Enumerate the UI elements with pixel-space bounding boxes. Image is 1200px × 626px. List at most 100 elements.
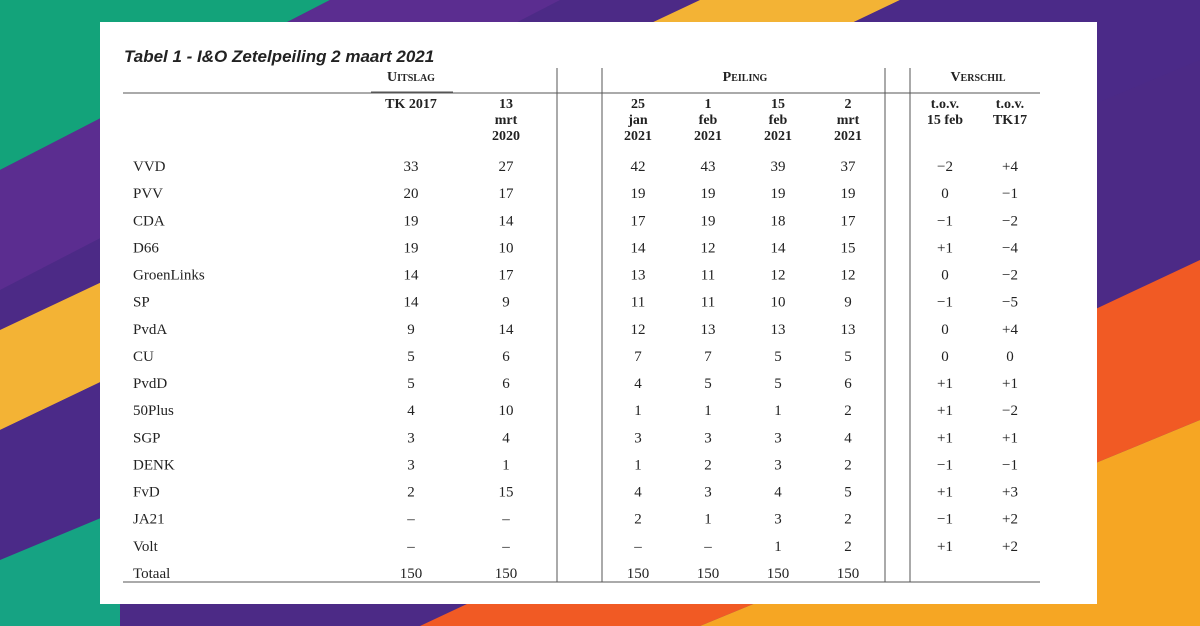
cell: 18 xyxy=(771,213,786,229)
cell: 6 xyxy=(844,376,852,392)
cell: 2 xyxy=(844,539,852,555)
cell: −2 xyxy=(1002,403,1018,419)
cell: – xyxy=(501,512,510,528)
cell: 3 xyxy=(774,430,782,446)
cell: 12 xyxy=(631,322,646,338)
cell: 13 xyxy=(701,322,716,338)
party-name: PvdA xyxy=(133,322,167,338)
cell: 10 xyxy=(771,295,786,311)
table-title: Tabel 1 - I&O Zetelpeiling 2 maart 2021 xyxy=(124,47,434,66)
cell: 14 xyxy=(499,213,515,229)
cell: 5 xyxy=(774,376,782,392)
cell: 17 xyxy=(499,186,515,202)
cell: 17 xyxy=(631,213,647,229)
party-name: VVD xyxy=(133,159,166,175)
cell: 5 xyxy=(704,376,712,392)
cell: −1 xyxy=(1002,457,1018,473)
cell: 43 xyxy=(701,159,716,175)
cell: 1 xyxy=(704,403,712,419)
group-header: Verschil xyxy=(950,70,1005,85)
cell: +4 xyxy=(1002,159,1018,175)
cell: 0 xyxy=(941,322,949,338)
column-header: 2021 xyxy=(764,129,792,144)
party-name: 50Plus xyxy=(133,403,174,419)
column-header: 1 xyxy=(705,97,712,112)
cell: 2 xyxy=(844,457,852,473)
cell: −1 xyxy=(937,512,953,528)
cell: 3 xyxy=(407,457,415,473)
cell: 4 xyxy=(844,430,852,446)
party-name: CU xyxy=(133,349,154,365)
cell: 3 xyxy=(407,430,415,446)
party-name: Totaal xyxy=(133,566,170,582)
cell: 13 xyxy=(771,322,786,338)
cell: 3 xyxy=(774,457,782,473)
column-header: 2021 xyxy=(834,129,862,144)
cell: 11 xyxy=(701,268,715,284)
cell: 1 xyxy=(704,512,712,528)
column-header: TK17 xyxy=(993,113,1027,128)
cell: +1 xyxy=(937,240,953,256)
cell: 5 xyxy=(407,376,415,392)
party-name: D66 xyxy=(133,240,159,256)
cell: 11 xyxy=(631,295,645,311)
group-header: Uitslag xyxy=(387,70,435,85)
party-name: PVV xyxy=(133,186,163,202)
column-header: mrt xyxy=(495,113,518,128)
cell: 1 xyxy=(774,539,782,555)
column-header: t.o.v. xyxy=(931,97,959,112)
cell: 4 xyxy=(502,430,510,446)
cell: 0 xyxy=(941,186,949,202)
cell: 14 xyxy=(499,322,515,338)
cell: 19 xyxy=(404,240,419,256)
group-header: Peiling xyxy=(723,70,768,85)
cell: 150 xyxy=(400,566,423,582)
cell: 150 xyxy=(837,566,860,582)
cell: 5 xyxy=(774,349,782,365)
cell: 2 xyxy=(704,457,712,473)
column-header: mrt xyxy=(837,113,860,128)
cell: 9 xyxy=(407,322,415,338)
cell: 0 xyxy=(941,349,949,365)
cell: 150 xyxy=(767,566,790,582)
cell: 14 xyxy=(771,240,787,256)
cell: 2 xyxy=(634,512,642,528)
cell: 17 xyxy=(499,268,515,284)
column-header: 2 xyxy=(845,97,852,112)
cell: 13 xyxy=(631,268,646,284)
cell: +4 xyxy=(1002,322,1018,338)
cell: 19 xyxy=(404,213,419,229)
column-header: 13 xyxy=(499,97,513,112)
cell: 150 xyxy=(495,566,518,582)
cell: −5 xyxy=(1002,295,1018,311)
cell: 13 xyxy=(841,322,856,338)
cell: 7 xyxy=(634,349,642,365)
cell: 1 xyxy=(774,403,782,419)
cell: −2 xyxy=(937,159,953,175)
cell: −4 xyxy=(1002,240,1018,256)
cell: 14 xyxy=(404,268,420,284)
cell: 19 xyxy=(771,186,786,202)
cell: −2 xyxy=(1002,213,1018,229)
cell: 19 xyxy=(701,186,716,202)
cell: 7 xyxy=(704,349,712,365)
cell: 19 xyxy=(841,186,856,202)
cell: 1 xyxy=(502,457,510,473)
cell: 17 xyxy=(841,213,857,229)
column-header: 2020 xyxy=(492,129,520,144)
cell: – xyxy=(633,539,642,555)
column-header: jan xyxy=(627,113,648,128)
cell: +1 xyxy=(937,430,953,446)
party-name: FvD xyxy=(133,485,160,501)
column-header: 2021 xyxy=(694,129,722,144)
cell: 5 xyxy=(844,349,852,365)
party-name: SGP xyxy=(133,430,161,446)
cell: 6 xyxy=(502,376,510,392)
cell: 0 xyxy=(941,268,949,284)
cell: 12 xyxy=(701,240,716,256)
cell: 4 xyxy=(634,485,642,501)
cell: 1 xyxy=(634,457,642,473)
cell: 3 xyxy=(704,485,712,501)
